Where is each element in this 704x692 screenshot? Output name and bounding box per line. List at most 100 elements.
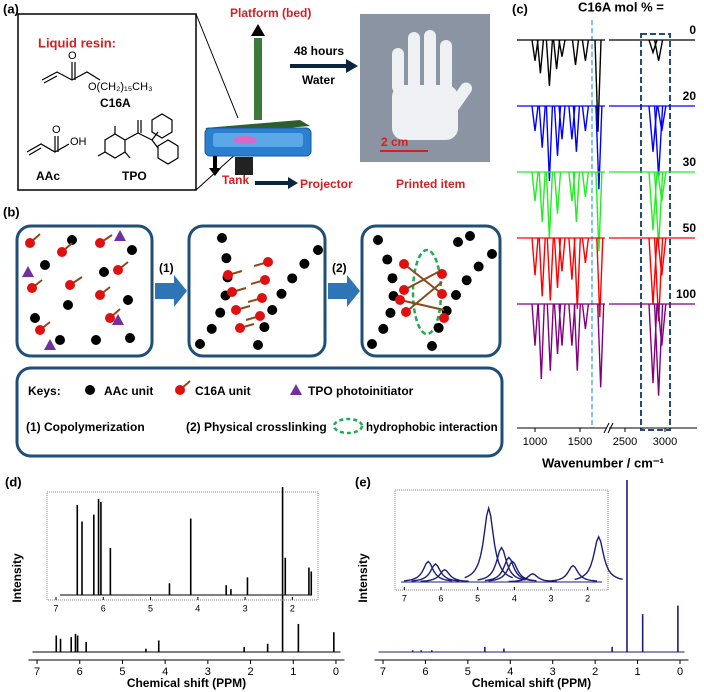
aac-unit xyxy=(206,323,217,334)
key-label: (1) Copolymerization xyxy=(26,420,145,434)
aac-unit xyxy=(30,313,40,323)
aac-unit xyxy=(63,300,73,310)
spectrum-peak xyxy=(581,303,590,330)
panel-label: (e) xyxy=(355,474,371,489)
aac-unit xyxy=(287,273,298,284)
nmr-peak xyxy=(548,564,598,582)
nmr-peak xyxy=(488,560,537,582)
spectrum-peak xyxy=(538,171,546,223)
spectrum-peak xyxy=(558,237,566,272)
spectrum-peak xyxy=(581,39,590,61)
c16a-unit xyxy=(27,283,37,293)
c16a-unit xyxy=(113,265,123,275)
spectrum-peak xyxy=(545,105,554,182)
aac-unit xyxy=(461,275,472,286)
panel-label: (c) xyxy=(512,1,528,16)
spectrum-peak xyxy=(653,39,664,61)
c16a-unit xyxy=(255,311,265,321)
aac-unit xyxy=(487,249,497,259)
inset-frame xyxy=(46,491,319,601)
x-tick-label: 6 xyxy=(101,603,106,613)
spectrum-peak xyxy=(531,171,539,202)
aac-structure xyxy=(26,136,70,156)
aac-unit xyxy=(387,273,398,284)
spectrum-peak xyxy=(653,171,664,248)
c16a-unit xyxy=(437,289,447,299)
x-tick-label: 1000 xyxy=(523,436,547,448)
chart-title: C16A mol % = xyxy=(578,0,664,14)
keys-box xyxy=(15,366,504,458)
callout: Water xyxy=(302,73,335,87)
aac-unit xyxy=(373,235,383,245)
arrow xyxy=(328,275,360,307)
aac-unit xyxy=(217,233,227,243)
c16a-unit xyxy=(227,287,237,297)
c16a-unit xyxy=(263,257,273,267)
spectrum-peak xyxy=(552,39,561,70)
callout: Projector xyxy=(300,177,353,191)
spectrum-peak xyxy=(536,39,545,74)
spectrum-peak xyxy=(558,303,566,346)
atom: O xyxy=(52,124,61,136)
x-tick-label: 0 xyxy=(333,666,339,678)
spectrum-peak xyxy=(596,237,604,318)
c16a-chain xyxy=(403,269,443,291)
c16a-unit xyxy=(439,313,449,323)
spectrum-peak xyxy=(558,39,566,57)
spectrum-peak xyxy=(595,171,603,252)
aac-unit xyxy=(378,323,389,334)
nmr-peak xyxy=(574,535,623,580)
aac-unit xyxy=(367,339,377,349)
x-tick-label: 7 xyxy=(402,593,407,603)
spectrum-peak xyxy=(537,303,545,380)
aac-unit xyxy=(91,335,101,345)
scale-label: 2 cm xyxy=(381,135,408,149)
c16a-unit xyxy=(399,259,409,269)
tpo-unit xyxy=(22,266,34,277)
x-tick-label: 4 xyxy=(162,666,168,678)
spectrum-peak xyxy=(657,303,667,346)
panel-b: (b) (1) (2) Keys: AAc unit C16A unit TPO… xyxy=(3,204,504,458)
spectrum-peak xyxy=(553,237,562,289)
aac-unit xyxy=(473,261,484,272)
spectrum-peak xyxy=(546,303,554,371)
spectrum-peak xyxy=(653,105,664,177)
aac-unit xyxy=(55,335,65,345)
aac-unit xyxy=(313,245,323,255)
spectrum-peak xyxy=(572,171,581,223)
callout: Printed item xyxy=(396,177,465,191)
callout: Platform (bed) xyxy=(230,6,311,20)
aac-unit xyxy=(215,307,226,318)
x-tick-label: 7 xyxy=(380,666,386,678)
y-axis-label: Intensity xyxy=(10,553,24,603)
series-label: 100 xyxy=(676,287,696,301)
aac-unit xyxy=(465,231,475,241)
aac-unit xyxy=(427,341,437,351)
key-label: TPO photoinitiator xyxy=(308,384,414,398)
x-tick-label: 5 xyxy=(148,603,153,613)
spectrum-peak xyxy=(597,303,605,388)
series-label: 50 xyxy=(683,221,697,235)
aac-unit xyxy=(127,245,137,255)
spectrum-peak xyxy=(568,303,576,346)
spectrum-peak xyxy=(531,105,539,132)
spectrum-peak xyxy=(558,105,566,140)
x-tick-label: 7 xyxy=(53,603,58,613)
x-tick-label: 7 xyxy=(34,666,40,678)
x-tick-label: 3 xyxy=(548,593,553,603)
nmr-peak xyxy=(404,560,453,582)
c16a-unit xyxy=(57,247,67,257)
x-axis-label: Wavenumber / cm⁻¹ xyxy=(542,455,664,470)
spectrum-peak xyxy=(581,171,590,198)
x-tick-label: 3000 xyxy=(653,436,677,448)
x-tick-label: 5 xyxy=(465,666,471,678)
x-tick-label: 1 xyxy=(290,666,296,678)
spectrum-peak xyxy=(538,237,546,297)
aac-unit xyxy=(123,295,133,305)
aac-unit xyxy=(253,340,263,350)
molecule-name: C16A xyxy=(100,96,131,110)
tpo-structure xyxy=(97,113,179,165)
aac-unit xyxy=(259,322,270,333)
resin-title: Liquid resin: xyxy=(38,35,116,50)
nmr-peak xyxy=(464,505,513,579)
